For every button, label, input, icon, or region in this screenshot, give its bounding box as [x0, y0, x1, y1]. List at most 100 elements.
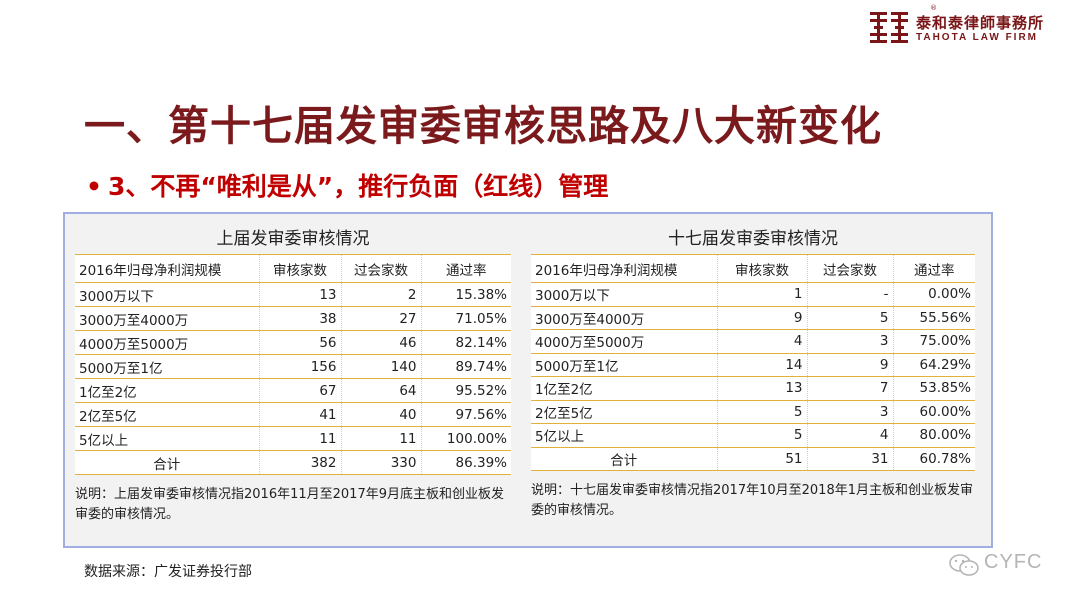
- approved-count: 46: [340, 330, 421, 355]
- pass-rate: 100.00%: [420, 426, 511, 451]
- header-pass-rate: 通过率: [892, 254, 975, 283]
- table-total-row: 合计 51 31 60.78%: [531, 446, 975, 471]
- reviewed-count: 56: [258, 330, 341, 355]
- table-note: 说明：上届发审委审核情况指2016年11月至2017年9月底主板和创业板发审委的…: [75, 487, 504, 522]
- firm-name-en: TAHOTA LAW FIRM: [916, 32, 1039, 43]
- table-row: 4000万至5000万 56 46 82.14%: [75, 330, 511, 355]
- pass-rate: 53.85%: [892, 376, 975, 401]
- profit-scale: 2亿至5亿: [75, 402, 259, 427]
- table-row: 3000万至4000万 38 27 71.05%: [75, 306, 511, 331]
- approved-count: 9: [806, 352, 893, 377]
- total-reviewed: 382: [258, 450, 341, 475]
- total-approved: 31: [806, 446, 893, 471]
- approved-count: 27: [340, 306, 421, 331]
- pass-rate: 71.05%: [420, 306, 511, 331]
- reviewed-count: 156: [258, 354, 341, 379]
- pass-rate: 97.56%: [420, 402, 511, 427]
- approved-count: -: [806, 282, 893, 307]
- table-total-row: 合计 382 330 86.39%: [75, 450, 511, 475]
- table-row: 1亿至2亿 67 64 95.52%: [75, 378, 511, 403]
- total-label: 合计: [531, 446, 717, 471]
- reviewed-count: 13: [716, 376, 807, 401]
- total-label: 合计: [75, 450, 259, 475]
- table-header-row: 2016年归母净利润规模 审核家数 过会家数 通过率: [531, 254, 975, 283]
- previous-committee-panel: 上届发审委审核情况 2016年归母净利润规模 审核家数 过会家数 通过率 300…: [75, 224, 511, 525]
- profit-scale: 2亿至5亿: [531, 399, 717, 424]
- pass-rate: 82.14%: [420, 330, 511, 355]
- header-profit-scale: 2016年归母净利润规模: [531, 254, 717, 283]
- pass-rate: 55.56%: [892, 305, 975, 330]
- previous-committee-table: 2016年归母净利润规模 审核家数 过会家数 通过率 3000万以下 13 2 15.…: [75, 254, 511, 475]
- tables-frame: 上届发审委审核情况 2016年归母净利润规模 审核家数 过会家数 通过率 300…: [63, 212, 993, 548]
- firm-name-cn: 泰和泰律師事務所: [916, 14, 1045, 32]
- reviewed-count: 11: [258, 426, 341, 451]
- approved-count: 7: [806, 376, 893, 401]
- reviewed-count: 4: [716, 329, 807, 354]
- approved-count: 3: [806, 399, 893, 424]
- slide-title: 一、第十七届发审委审核思路及八大新变化: [84, 102, 882, 150]
- header-approved-count: 过会家数: [340, 254, 421, 283]
- approved-count: 3: [806, 329, 893, 354]
- table-row: 4000万至5000万 4 3 75.00%: [531, 329, 975, 354]
- table-row: 1亿至2亿 13 7 53.85%: [531, 376, 975, 401]
- table-row: 5亿以上 5 4 80.00%: [531, 423, 975, 448]
- reviewed-count: 5: [716, 399, 807, 424]
- slide-subtitle: • 3、不再“唯利是从”，推行负面（红线）管理: [86, 167, 608, 203]
- total-reviewed: 51: [716, 446, 807, 471]
- watermark: CYFC: [948, 549, 1058, 579]
- pass-rate: 80.00%: [892, 423, 975, 448]
- pass-rate: 89.74%: [420, 354, 511, 379]
- approved-count: 11: [340, 426, 421, 451]
- header-approved-count: 过会家数: [806, 254, 893, 283]
- reviewed-count: 14: [716, 352, 807, 377]
- approved-count: 5: [806, 305, 893, 330]
- table-header-row: 2016年归母净利润规模 审核家数 过会家数 通过率: [75, 254, 511, 283]
- table-note: 说明：十七届发审委审核情况指2017年10月至2018年1月主板和创业板发审委的…: [531, 483, 973, 518]
- seventeenth-committee-panel: 十七届发审委审核情况 2016年归母净利润规模 审核家数 过会家数 通过率 30…: [531, 224, 975, 521]
- profit-scale: 1亿至2亿: [531, 376, 717, 401]
- table-row: 5000万至1亿 14 9 64.29%: [531, 352, 975, 377]
- table-row: 3000万以下 13 2 15.38%: [75, 282, 511, 307]
- table-row: 2亿至5亿 41 40 97.56%: [75, 402, 511, 427]
- approved-count: 64: [340, 378, 421, 403]
- approved-count: 2: [340, 282, 421, 307]
- profit-scale: 3000万以下: [75, 282, 259, 307]
- header-reviewed-count: 审核家数: [258, 254, 341, 283]
- firm-logo: ® 泰和泰律師事務所 TAHOTA LAW FIRM: [870, 4, 1070, 48]
- table-row: 2亿至5亿 5 3 60.00%: [531, 399, 975, 424]
- panel-title: 十七届发审委审核情况: [668, 229, 838, 249]
- approved-count: 40: [340, 402, 421, 427]
- total-pass-rate: 60.78%: [892, 446, 975, 471]
- reviewed-count: 41: [258, 402, 341, 427]
- subtitle-text: 3、不再“唯利是从”，推行负面（红线）管理: [107, 172, 609, 201]
- bullet-point: •: [86, 172, 102, 201]
- reviewed-count: 38: [258, 306, 341, 331]
- total-approved: 330: [340, 450, 421, 475]
- firm-logo-mark-icon: [870, 12, 908, 43]
- reviewed-count: 1: [716, 282, 807, 307]
- pass-rate: 64.29%: [892, 352, 975, 377]
- seventeenth-committee-table: 2016年归母净利润规模 审核家数 过会家数 通过率 3000万以下 1-0.00…: [531, 254, 975, 471]
- pass-rate: 95.52%: [420, 378, 511, 403]
- reviewed-count: 5: [716, 423, 807, 448]
- approved-count: 140: [340, 354, 421, 379]
- profit-scale: 1亿至2亿: [75, 378, 259, 403]
- pass-rate: 15.38%: [420, 282, 511, 307]
- table-row: 5000万至1亿 156 140 89.74%: [75, 354, 511, 379]
- pass-rate: 60.00%: [892, 399, 975, 424]
- profit-scale: 4000万至5000万: [531, 329, 717, 354]
- registered-mark: ®: [930, 4, 937, 12]
- header-reviewed-count: 审核家数: [716, 254, 807, 283]
- profit-scale: 3000万至4000万: [75, 306, 259, 331]
- reviewed-count: 13: [258, 282, 341, 307]
- profit-scale: 5亿以上: [531, 423, 717, 448]
- table-row: 3000万以下 1-0.00%: [531, 282, 975, 307]
- pass-rate: 0.00%: [892, 282, 975, 307]
- header-pass-rate: 通过率: [420, 254, 511, 283]
- reviewed-count: 9: [716, 305, 807, 330]
- profit-scale: 5000万至1亿: [531, 352, 717, 377]
- profit-scale: 5亿以上: [75, 426, 259, 451]
- total-pass-rate: 86.39%: [420, 450, 511, 475]
- approved-count: 4: [806, 423, 893, 448]
- table-row: 3000万至4000万 9 5 55.56%: [531, 305, 975, 330]
